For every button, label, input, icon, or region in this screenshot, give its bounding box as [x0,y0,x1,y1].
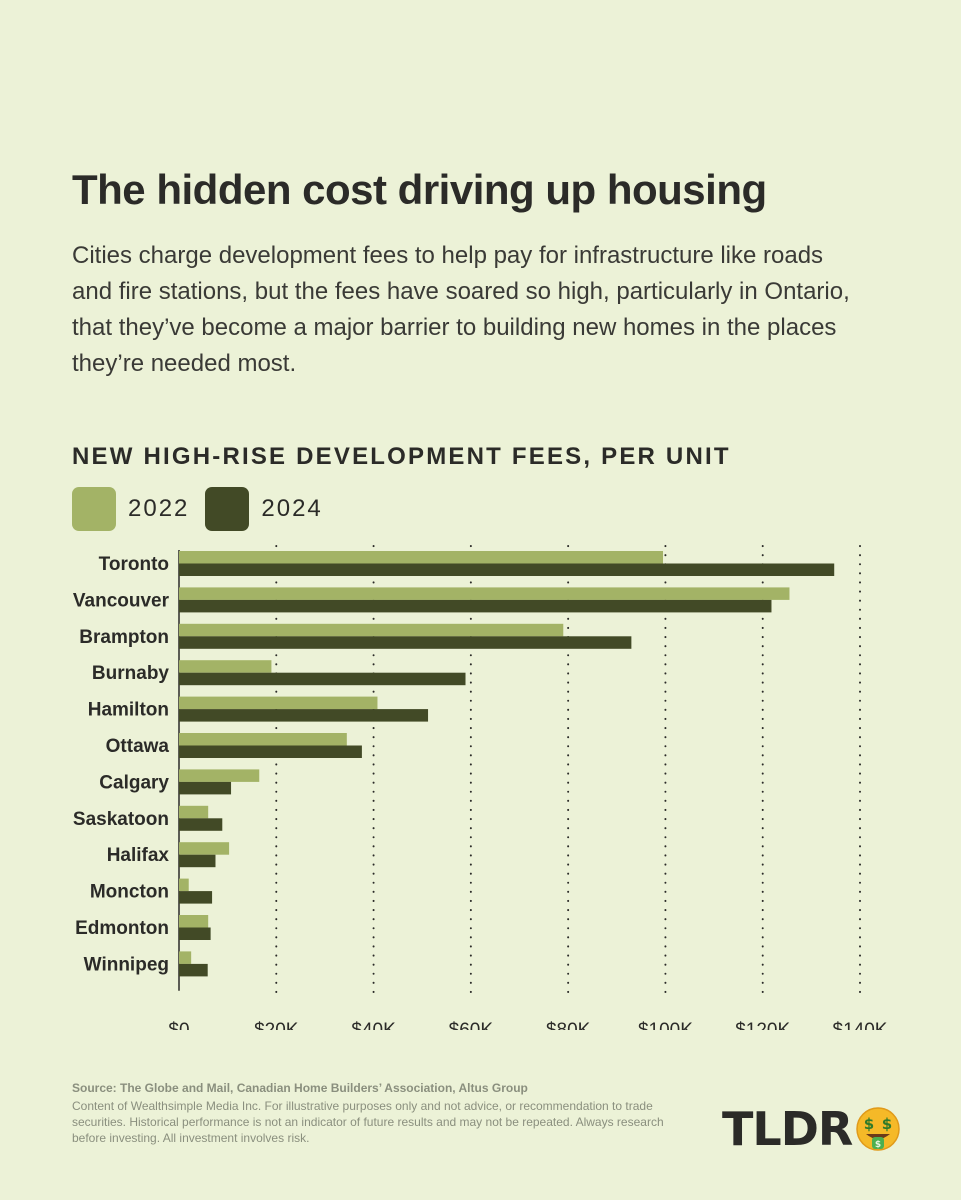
bar-2022 [179,915,209,928]
x-tick-label: $20K [254,1020,299,1030]
svg-text:$: $ [875,1140,881,1150]
bar-2024 [179,781,232,795]
page-title: The hidden cost driving up housing [72,166,767,213]
bar-2024 [179,927,211,940]
bar-2022 [179,551,663,564]
x-tick-label: $140K [833,1020,888,1030]
bar-2022 [179,878,189,892]
bar-2024 [179,891,213,904]
svg-text:$: $ [882,1115,892,1133]
category-label: Winnipeg [84,954,169,975]
bar-2022 [179,587,790,600]
bar-2022 [179,805,209,819]
bar-2022 [179,623,564,637]
chart-title: NEW HIGH-RISE DEVELOPMENT FEES, PER UNIT [72,443,731,470]
category-label: Burnaby [92,663,170,684]
logo-text: TLDR [722,1102,853,1156]
svg-text:$: $ [864,1115,874,1133]
bar-2024 [179,963,208,977]
bar-2024 [179,709,429,722]
bar-2022 [179,769,260,782]
x-tick-label: $0 [168,1020,189,1030]
legend-swatch-2024 [205,487,250,531]
bar-2024 [179,599,772,613]
bar-2022 [179,842,230,855]
legend-label-2024: 2024 [261,495,323,522]
category-label: Calgary [99,772,169,793]
category-label: Hamilton [88,700,169,721]
category-label: Toronto [99,554,169,575]
money-face-icon: $ $ $ [856,1107,901,1151]
category-label: Moncton [90,882,169,903]
page-subtitle: Cities charge development fees to help p… [72,242,850,377]
x-tick-label: $40K [351,1020,396,1030]
bar-2022 [179,660,272,673]
chart-legend: 2022 2024 [72,487,339,531]
bar-2022 [179,733,347,746]
category-label: Vancouver [73,590,170,611]
bar-2022 [179,696,378,710]
disclaimer-note: Content of Wealthsimple Media Inc. For i… [72,1099,664,1145]
tldr-logo: TLDR $ $ $ [722,1102,902,1156]
bar-2024 [179,818,223,831]
bar-2024 [179,672,466,686]
legend-label-2022: 2022 [128,495,190,522]
category-label: Ottawa [106,736,170,757]
source-note: Source: The Globe and Mail, Canadian Hom… [72,1081,528,1095]
x-tick-label: $60K [449,1020,494,1030]
bar-2024 [179,854,216,868]
category-label: Saskatoon [73,809,169,830]
x-tick-label: $120K [735,1020,790,1030]
bar-2024 [179,636,632,649]
legend-item-2024: 2024 [205,487,322,531]
category-label: Brampton [79,627,169,648]
bar-2022 [179,951,192,964]
x-tick-label: $80K [546,1020,591,1030]
bar-2024 [179,745,362,758]
legend-swatch-2022 [72,487,116,531]
x-tick-label: $100K [638,1020,693,1030]
category-label: Halifax [107,845,170,866]
bar-2024 [179,563,835,576]
category-label: Edmonton [75,918,169,939]
bar-chart: $0 $20K $40K $60K $80K $100K $120K $140K Toronto… [73,545,888,1030]
legend-item-2022: 2022 [72,487,189,531]
